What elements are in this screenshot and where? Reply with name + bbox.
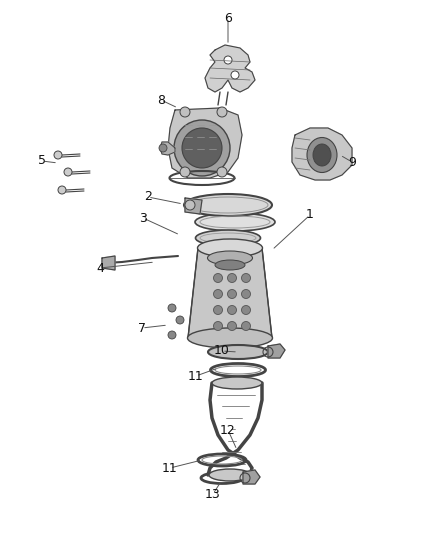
Ellipse shape xyxy=(215,260,245,270)
Text: 6: 6 xyxy=(224,12,232,25)
Ellipse shape xyxy=(212,377,262,389)
Circle shape xyxy=(227,321,237,330)
Text: 2: 2 xyxy=(144,190,152,204)
Text: 9: 9 xyxy=(348,156,356,168)
Circle shape xyxy=(54,151,62,159)
Circle shape xyxy=(241,289,251,298)
Ellipse shape xyxy=(307,138,337,173)
Polygon shape xyxy=(243,470,260,484)
Ellipse shape xyxy=(195,230,261,246)
Circle shape xyxy=(174,120,230,176)
Polygon shape xyxy=(102,256,115,270)
Ellipse shape xyxy=(313,144,331,166)
Polygon shape xyxy=(268,344,285,358)
Circle shape xyxy=(231,71,239,79)
Text: 13: 13 xyxy=(205,488,221,500)
Circle shape xyxy=(213,289,223,298)
Text: 11: 11 xyxy=(162,462,178,474)
Circle shape xyxy=(213,321,223,330)
Circle shape xyxy=(217,167,227,177)
Circle shape xyxy=(58,186,66,194)
Circle shape xyxy=(185,200,195,210)
Circle shape xyxy=(227,305,237,314)
Circle shape xyxy=(168,304,176,312)
Polygon shape xyxy=(292,128,352,180)
Circle shape xyxy=(176,316,184,324)
Ellipse shape xyxy=(198,239,262,257)
Circle shape xyxy=(213,305,223,314)
Circle shape xyxy=(227,289,237,298)
Circle shape xyxy=(182,128,222,168)
Ellipse shape xyxy=(187,328,272,348)
Text: 7: 7 xyxy=(138,321,146,335)
Circle shape xyxy=(213,273,223,282)
Polygon shape xyxy=(160,142,175,155)
Text: 5: 5 xyxy=(38,155,46,167)
Polygon shape xyxy=(188,248,272,338)
Text: 10: 10 xyxy=(214,344,230,358)
Ellipse shape xyxy=(184,194,272,216)
Circle shape xyxy=(159,144,167,152)
Circle shape xyxy=(241,273,251,282)
Circle shape xyxy=(64,168,72,176)
Circle shape xyxy=(224,56,232,64)
Text: 4: 4 xyxy=(96,262,104,274)
Polygon shape xyxy=(185,198,202,214)
Circle shape xyxy=(227,273,237,282)
Circle shape xyxy=(217,107,227,117)
Text: 12: 12 xyxy=(220,424,236,437)
Circle shape xyxy=(241,305,251,314)
Circle shape xyxy=(168,331,176,339)
Ellipse shape xyxy=(208,251,252,265)
Circle shape xyxy=(241,321,251,330)
Ellipse shape xyxy=(209,469,251,481)
Polygon shape xyxy=(205,45,255,92)
Circle shape xyxy=(180,167,190,177)
Ellipse shape xyxy=(208,345,268,359)
Text: 11: 11 xyxy=(188,369,204,383)
Ellipse shape xyxy=(195,213,275,231)
Circle shape xyxy=(180,107,190,117)
Text: 3: 3 xyxy=(139,212,147,224)
Text: 1: 1 xyxy=(306,208,314,222)
Polygon shape xyxy=(168,108,242,178)
Text: 8: 8 xyxy=(157,93,165,107)
